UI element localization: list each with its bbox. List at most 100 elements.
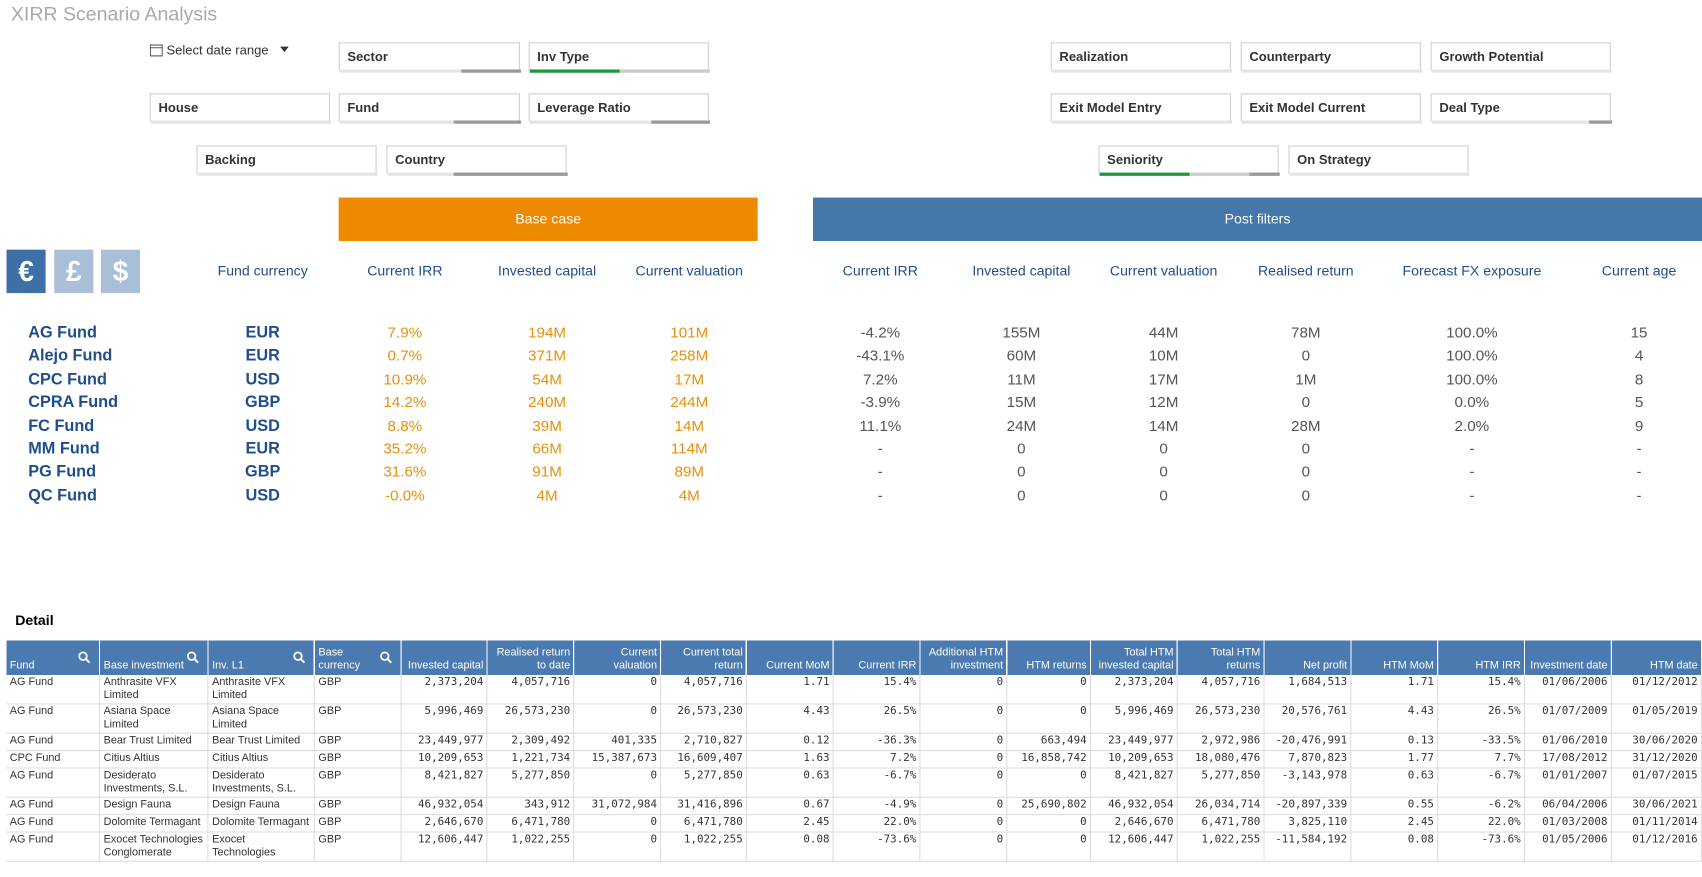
column-header: Current age [1601,262,1677,279]
fund-name: CPC Fund [28,369,107,389]
filter-box[interactable]: House [149,93,332,124]
filter-label: Inv Type [537,48,590,65]
table-cell: 2,972,986 [1177,733,1265,752]
filter-box[interactable]: Exit Model Entry [1050,93,1232,124]
filter-selection-bar [529,69,620,73]
table-cell: 401,335 [573,733,662,752]
table-cell: 2,710,827 [660,733,748,752]
currency-button[interactable]: € [6,249,46,294]
table-cell: 2,373,204 [401,675,488,705]
filter-underline [339,69,522,73]
detail-table: Fund Base investment Inv. L1 Base currency I… [6,640,1702,862]
table-cell: 0 [573,814,662,833]
search-icon[interactable] [187,651,200,664]
filter-box[interactable]: Seniority [1098,145,1280,176]
search-icon[interactable] [78,651,91,664]
post-value: 0 [1301,346,1311,365]
filter-box[interactable]: Deal Type [1430,93,1612,124]
post-value: 60M [1006,346,1037,365]
post-value: - [877,439,883,457]
fund-name: AG Fund [28,323,97,342]
table-cell: 8,421,827 [401,767,488,798]
table-cell: 6,471,780 [487,814,575,833]
fund-name: FC Fund [28,416,95,435]
filter-box[interactable]: Sector [338,42,522,73]
table-cell: 4.43 [1350,703,1439,734]
table-cell: -6.7% [1437,767,1526,798]
filter-box[interactable]: Exit Model Current [1240,93,1422,124]
filter-selection-bar [1249,172,1280,176]
filter-box[interactable]: Leverage Ratio [528,93,710,124]
filter-label: House [158,99,199,116]
filter-box[interactable]: On Strategy [1288,145,1470,176]
table-cell: 0 [920,832,1008,862]
table-cell: GBP [314,750,402,769]
column-header: Total HTM invested capital [1090,640,1178,676]
table-cell: 4,057,716 [660,675,748,705]
filter-box[interactable]: Backing [196,145,378,176]
table-cell: 01/01/2007 [1524,767,1612,798]
post-value: -4.2% [860,323,901,341]
column-header: Inv. L1 [208,640,316,676]
base-value: 8.8% [387,416,423,434]
table-cell: 4,057,716 [1177,675,1265,705]
table-cell: 7.7% [1437,750,1526,769]
date-range-picker[interactable]: Select date range [149,42,290,58]
column-header: Invested capital [972,262,1071,279]
table-cell: Citius Altius [99,750,209,769]
table-cell: Bear Trust Limited [99,733,209,752]
post-value: 11M [1007,369,1036,388]
post-value: -43.1% [856,346,905,365]
currency-button[interactable]: £ [54,249,94,294]
table-cell: 1,022,255 [1177,832,1265,862]
column-header: Invested capital [498,262,597,279]
filter-selection-bar [619,69,710,73]
table-row: CPC Fund Citius Altius Citius Altius GBP 10,… [6,750,1702,769]
table-cell: 0 [573,767,662,798]
filter-box[interactable]: Inv Type [528,42,710,73]
search-icon[interactable] [380,651,393,664]
table-cell: 15.4% [833,675,921,705]
post-value: 0 [1159,486,1168,504]
post-value: 9 [1634,416,1644,434]
post-value: 100.0% [1446,323,1498,341]
table-cell: 8,421,827 [1090,767,1178,798]
post-value: 100.0% [1446,346,1498,365]
fund-name: QC Fund [28,486,97,505]
table-row: AG Fund Dolomite Termagant Dolomite Termag… [6,814,1702,833]
table-cell: 4.43 [746,703,834,734]
column-header: HTM returns [1006,640,1092,676]
table-cell: 3,825,110 [1264,814,1352,833]
table-cell: 1,221,734 [487,750,575,769]
filter-box[interactable]: Growth Potential [1430,42,1612,73]
filter-label: Fund [347,99,380,116]
table-row: AG Fund Desiderato Investments, S.L. Desid… [6,767,1702,798]
table-cell: GBP [314,767,402,798]
table-cell: -36.3% [833,733,921,752]
calendar-icon [149,44,163,57]
search-icon[interactable] [293,651,306,664]
column-header: Invested capital [401,640,488,676]
table-cell: Dolomite Termagant [208,814,316,833]
filter-box[interactable]: Counterparty [1240,42,1422,73]
base-value: 10.9% [383,369,427,388]
post-value: 0 [1301,462,1311,481]
post-value: 24M [1006,416,1037,434]
post-value: 5 [1634,393,1644,411]
filter-box[interactable]: Realization [1050,42,1232,73]
column-header: Current valuation [635,262,743,279]
currency-button[interactable]: $ [100,249,141,294]
table-cell: 01/06/2006 [1524,675,1612,705]
filter-label: Backing [205,151,256,168]
table-cell: 01/05/2019 [1611,703,1702,734]
base-value: 54M [532,369,562,388]
table-cell: 01/05/2006 [1524,832,1612,862]
table-cell: 01/07/2009 [1524,703,1612,734]
table-cell: Anthrasite VFX Limited [99,675,209,705]
fund-currency: USD [245,416,280,435]
table-cell: 1.71 [1350,675,1439,705]
filter-box[interactable]: Country [386,145,568,176]
table-cell: 0 [920,750,1008,769]
filter-box[interactable]: Fund [338,93,522,124]
base-value: 0.7% [387,346,423,365]
